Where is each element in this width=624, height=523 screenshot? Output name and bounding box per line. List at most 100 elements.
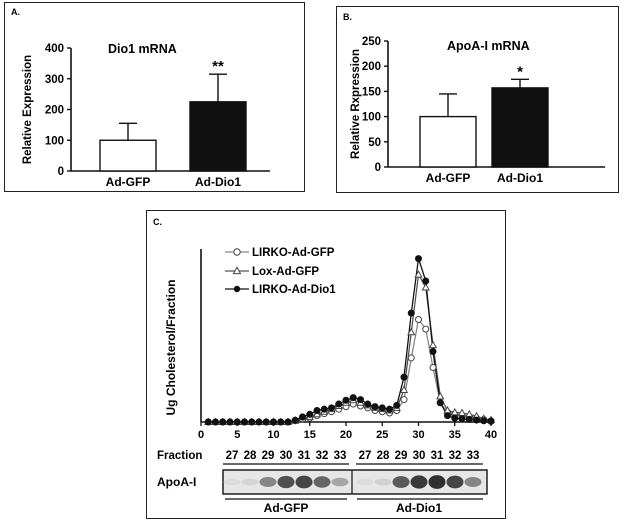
data-point bbox=[422, 277, 430, 285]
data-point bbox=[313, 406, 321, 414]
panel-a-chart: A. Dio1 mRNA 0 100 200 300 400 Relative Express… bbox=[11, 7, 270, 189]
significance-marker: * bbox=[517, 63, 523, 80]
data-point bbox=[212, 418, 219, 426]
data-point bbox=[407, 354, 415, 362]
data-point bbox=[451, 414, 459, 422]
data-point bbox=[429, 348, 437, 356]
blot-fraction-number: 33 bbox=[334, 450, 347, 462]
data-point bbox=[299, 413, 306, 421]
x-tick-label: 20 bbox=[340, 429, 352, 441]
blot-fraction-number: 32 bbox=[316, 450, 329, 462]
y-tick-label: 300 bbox=[45, 74, 64, 86]
panel-letter: C. bbox=[153, 217, 162, 227]
data-point bbox=[226, 418, 234, 426]
legend-marker bbox=[233, 248, 241, 256]
y-tick-label: 0 bbox=[375, 162, 381, 174]
legend-label: Lox-Ad-GFP bbox=[252, 266, 319, 278]
blot-fraction-number: 28 bbox=[377, 450, 390, 462]
panel-c-chart: C. 0 5 10 15 20 25 30 35 40 Ug Cholesterol/Fractio… bbox=[153, 217, 497, 515]
x-tick-label: Ad-GFP bbox=[426, 171, 471, 185]
blot-fraction-number: 30 bbox=[280, 450, 293, 462]
data-point bbox=[429, 364, 437, 372]
blot-band bbox=[446, 475, 464, 489]
y-tick-label: 50 bbox=[368, 137, 381, 149]
data-point bbox=[414, 270, 423, 278]
data-point bbox=[378, 404, 386, 412]
blot-row-label: ApoA-I bbox=[157, 475, 196, 489]
x-tick-label: 40 bbox=[485, 429, 497, 441]
bar bbox=[491, 87, 549, 168]
data-point bbox=[400, 373, 408, 381]
x-tick-label: Ad-Dio1 bbox=[195, 175, 241, 189]
data-point bbox=[436, 399, 444, 407]
blot-band bbox=[392, 476, 410, 488]
data-point bbox=[415, 315, 422, 323]
legend-marker bbox=[232, 266, 242, 275]
blot-fraction-number: 28 bbox=[244, 450, 257, 462]
y-tick-label: 0 bbox=[58, 166, 64, 178]
x-tick-label: 15 bbox=[304, 429, 316, 441]
data-point bbox=[262, 418, 270, 426]
y-tick-label: 100 bbox=[45, 135, 64, 147]
blot-fraction-number: 33 bbox=[467, 450, 480, 462]
data-point bbox=[342, 396, 350, 404]
blot-fraction-number: 27 bbox=[359, 450, 372, 462]
data-point bbox=[349, 394, 357, 402]
data-point bbox=[248, 418, 256, 426]
data-point bbox=[277, 418, 285, 426]
data-point bbox=[219, 418, 227, 426]
blot-fraction-number: 29 bbox=[262, 450, 275, 462]
blot-band bbox=[241, 478, 259, 486]
blot-fraction-number: 27 bbox=[226, 450, 239, 462]
data-point bbox=[364, 400, 372, 408]
blot-band bbox=[313, 476, 331, 488]
blot-fraction-number: 30 bbox=[413, 450, 426, 462]
bar bbox=[99, 139, 157, 172]
panel-b: B. ApoA-I mRNA 0 50 100 150 200 250 Relative Rxp… bbox=[336, 6, 619, 193]
blot-band bbox=[331, 477, 349, 487]
data-point bbox=[422, 325, 430, 333]
data-point bbox=[320, 405, 328, 413]
data-point bbox=[306, 410, 314, 418]
x-tick-label: 35 bbox=[449, 429, 461, 441]
data-point bbox=[204, 418, 212, 426]
series-line bbox=[208, 258, 492, 423]
data-point bbox=[415, 255, 422, 263]
chart-title: Dio1 mRNA bbox=[108, 42, 177, 56]
data-point bbox=[284, 418, 292, 426]
y-tick-label: 100 bbox=[362, 112, 381, 124]
x-tick-label: 10 bbox=[267, 429, 279, 441]
blot-band bbox=[356, 478, 374, 486]
x-tick-label: Ad-GFP bbox=[106, 175, 151, 189]
y-tick-label: 200 bbox=[45, 105, 64, 117]
blot-band bbox=[259, 476, 277, 488]
panel-a: A. Dio1 mRNA 0 100 200 300 400 Relative Express… bbox=[4, 2, 305, 192]
data-point bbox=[328, 404, 335, 412]
x-tick-label: Ad-Dio1 bbox=[497, 171, 543, 185]
data-point bbox=[407, 327, 416, 336]
panel-letter: B. bbox=[343, 12, 352, 22]
legend-label: LIRKO-Ad-GFP bbox=[252, 247, 335, 259]
data-point bbox=[444, 412, 451, 420]
panel-c: C. 0 5 10 15 20 25 30 35 40 Ug Cholesterol/Fractio… bbox=[146, 210, 506, 519]
data-point bbox=[465, 415, 473, 423]
y-tick-label: 200 bbox=[362, 61, 381, 73]
data-point bbox=[436, 391, 445, 400]
x-tick-label: 25 bbox=[376, 429, 388, 441]
x-tick-label: 5 bbox=[234, 429, 240, 441]
data-point bbox=[386, 405, 393, 413]
blot-fraction-number: 32 bbox=[449, 450, 462, 462]
legend-marker bbox=[233, 285, 241, 293]
y-axis-label: Relative Expression bbox=[22, 55, 34, 164]
blot-band bbox=[410, 475, 428, 489]
blot-fraction-label: Fraction bbox=[157, 450, 202, 462]
data-point bbox=[233, 418, 241, 426]
blot-band bbox=[223, 478, 241, 486]
data-point bbox=[357, 396, 364, 404]
x-tick-label: 0 bbox=[198, 429, 204, 441]
series-line bbox=[208, 272, 492, 423]
data-point bbox=[270, 418, 277, 426]
blot-band bbox=[277, 475, 295, 489]
data-point bbox=[400, 396, 408, 404]
